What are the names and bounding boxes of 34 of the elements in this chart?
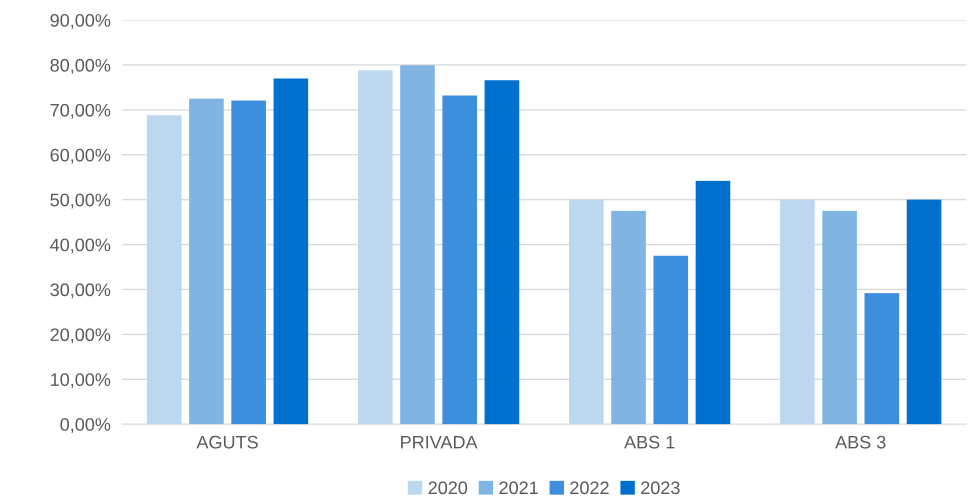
bar (864, 293, 900, 424)
y-tick-label: 20,00% (50, 328, 110, 344)
bar (484, 80, 520, 424)
bar (400, 65, 435, 424)
legend-label: 2020 (428, 481, 468, 494)
bar (146, 115, 182, 424)
bar (906, 200, 942, 424)
y-tick-label: 80,00% (50, 58, 110, 74)
bar (780, 200, 815, 424)
bar (358, 70, 393, 424)
bar (569, 200, 604, 424)
x-tick-label: ABS 3 (835, 436, 886, 449)
x-tick-label: AGUTS (196, 436, 258, 449)
x-tick-label: ABS 1 (624, 436, 674, 449)
legend-label: 2021 (499, 481, 538, 494)
legend-label: 2023 (641, 481, 680, 494)
y-tick-label: 30,00% (50, 283, 110, 298)
y-tick-label: 50,00% (50, 194, 110, 209)
bar (653, 256, 688, 424)
y-tick-label: 90,00% (50, 14, 110, 29)
y-tick-label: 10,00% (51, 373, 110, 388)
y-tick-label: 0,00% (60, 418, 110, 434)
bar (231, 100, 266, 424)
y-tick-label: 40,00% (50, 238, 110, 254)
y-tick-label: 60,00% (50, 148, 110, 164)
bar (822, 210, 857, 424)
bar (274, 78, 308, 424)
legend-label: 2022 (570, 481, 609, 494)
bar (442, 96, 478, 424)
bar (611, 210, 646, 424)
y-tick-label: 70,00% (50, 104, 110, 119)
bar (189, 98, 224, 424)
bar (696, 180, 730, 424)
x-tick-label: PRIVADA (401, 436, 478, 448)
